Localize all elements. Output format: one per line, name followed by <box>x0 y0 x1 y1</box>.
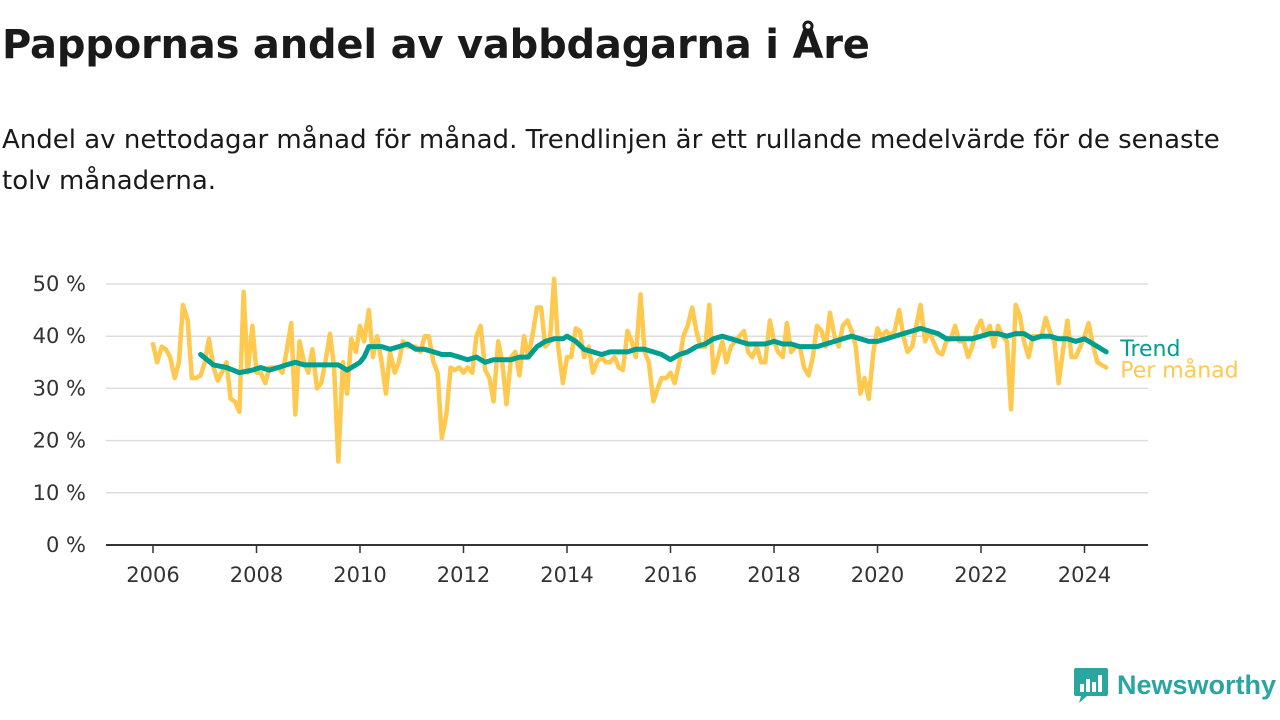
x-tick-label: 2022 <box>954 563 1007 587</box>
x-tick-label: 2006 <box>126 563 179 587</box>
x-tick-label: 2024 <box>1058 563 1111 587</box>
monthly-series-label: Per månad <box>1120 358 1238 384</box>
y-tick-label: 30 % <box>33 376 86 400</box>
x-tick-label: 2018 <box>747 563 800 587</box>
y-tick-label: 40 % <box>33 324 86 348</box>
x-tick-label: 2014 <box>540 563 593 587</box>
x-tick-label: 2008 <box>230 563 283 587</box>
x-tick-label: 2020 <box>851 563 904 587</box>
y-tick-label: 0 % <box>46 533 86 557</box>
newsworthy-logo: Newsworthy <box>1073 666 1276 704</box>
x-tick-label: 2012 <box>437 563 490 587</box>
newsworthy-chart-icon <box>1073 668 1108 703</box>
y-tick-label: 20 % <box>33 429 86 453</box>
series-lines <box>150 276 1109 464</box>
chart-title: Pappornas andel av vabbdagarna i Åre <box>2 22 870 68</box>
x-tick-label: 2016 <box>644 563 697 587</box>
axes: 0 % 10 % 20 % 30 % 40 % 50 % 2006 2008 2010 2012 2… <box>33 272 1148 587</box>
gridlines <box>106 283 1148 494</box>
y-tick-label: 10 % <box>33 481 86 505</box>
y-tick-label: 50 % <box>33 272 86 296</box>
trend-series-label: Trend <box>1119 337 1180 362</box>
newsworthy-logo-text: Newsworthy <box>1116 669 1276 700</box>
chart-subtitle: Andel av nettodagar månad för månad. Tre… <box>2 125 1220 196</box>
x-tick-label: 2010 <box>333 563 386 587</box>
trend-series-line <box>198 325 1109 376</box>
monthly-series-line <box>150 276 1109 464</box>
